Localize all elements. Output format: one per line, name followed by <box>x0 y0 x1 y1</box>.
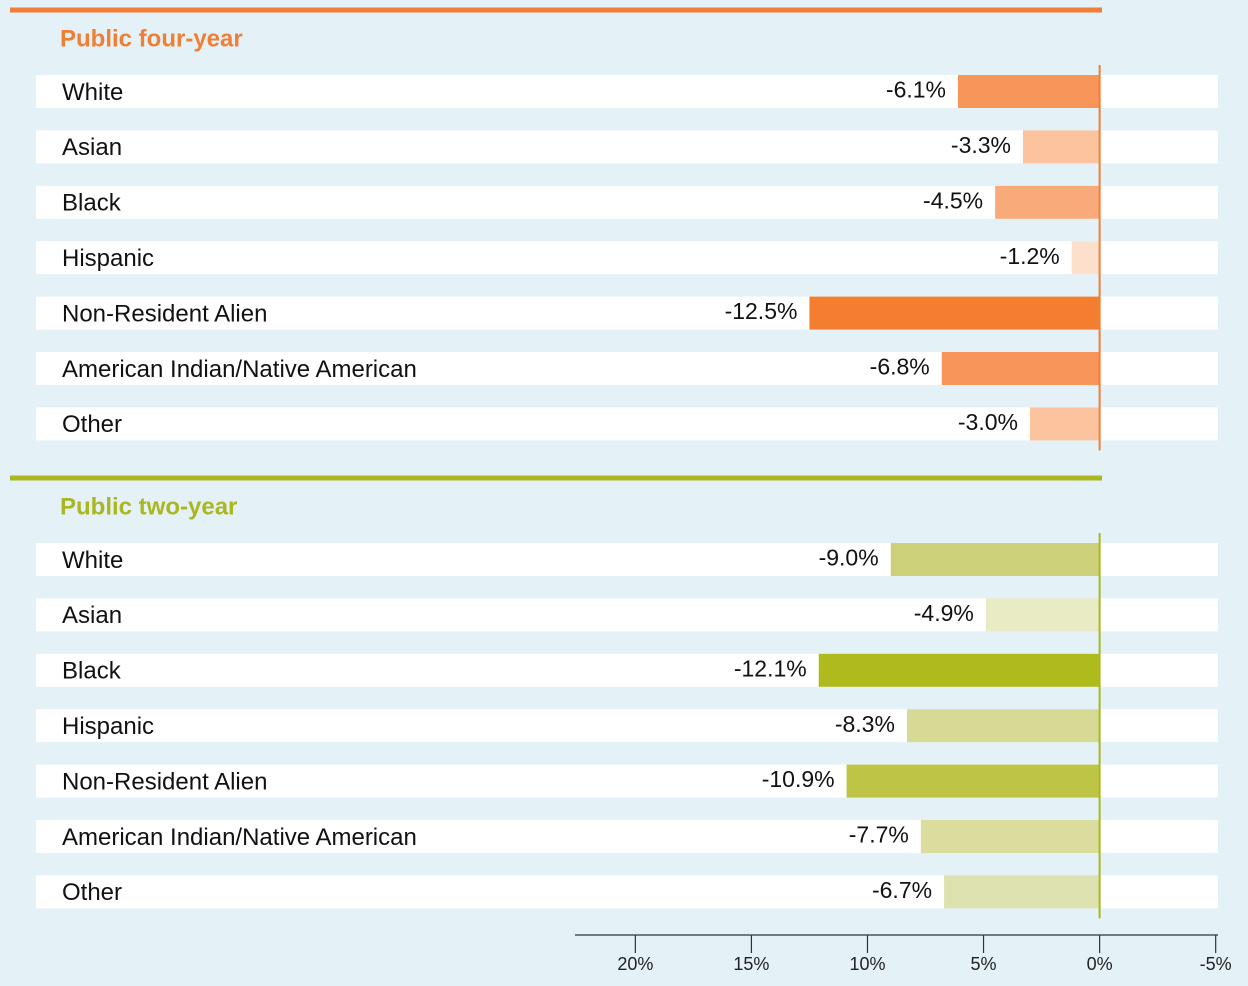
panel-rule <box>10 475 1102 481</box>
row-band <box>36 407 1218 441</box>
bar <box>1023 130 1100 164</box>
panel-title: Public two-year <box>60 493 237 520</box>
value-label: -3.0% <box>958 409 1018 435</box>
bar <box>944 875 1100 909</box>
category-label: Hispanic <box>62 713 154 740</box>
category-label: White <box>62 79 123 106</box>
category-label: Hispanic <box>62 245 154 272</box>
value-label: -4.5% <box>923 187 983 213</box>
x-tick-label: 15% <box>733 954 769 974</box>
category-label: Other <box>62 411 122 438</box>
panel-rule <box>10 7 1102 13</box>
x-tick-label: -5% <box>1200 954 1232 974</box>
bar <box>941 352 1100 385</box>
row-band <box>36 130 1218 164</box>
category-label: Non-Resident Alien <box>62 300 267 327</box>
value-label: -6.1% <box>886 77 946 103</box>
x-tick-label: 5% <box>971 954 997 974</box>
value-label: -12.1% <box>734 655 807 681</box>
category-label: White <box>62 547 123 574</box>
category-label: American Indian/Native American <box>62 824 417 851</box>
value-label: -3.3% <box>951 132 1011 158</box>
category-label: Asian <box>62 134 122 161</box>
category-label: Black <box>62 658 122 685</box>
bar <box>818 653 1100 687</box>
bar <box>890 543 1100 576</box>
value-label: -10.9% <box>762 766 835 792</box>
bar <box>1071 241 1100 275</box>
bar <box>846 764 1100 798</box>
bar <box>906 709 1100 743</box>
row-band <box>36 241 1218 275</box>
value-label: -7.7% <box>849 822 909 848</box>
value-label: -9.0% <box>819 545 879 571</box>
value-label: -12.5% <box>725 298 798 324</box>
value-label: -4.9% <box>914 600 974 626</box>
category-label: Other <box>62 879 122 906</box>
category-label: American Indian/Native American <box>62 356 417 383</box>
value-label: -8.3% <box>835 711 895 737</box>
value-label: -1.2% <box>1000 243 1060 269</box>
x-tick-label: 10% <box>849 954 885 974</box>
value-label: -6.7% <box>872 877 932 903</box>
bar <box>995 185 1100 219</box>
x-tick-label: 20% <box>617 954 653 974</box>
category-label: Asian <box>62 602 122 629</box>
bar <box>920 820 1100 853</box>
value-label: -6.8% <box>870 354 930 380</box>
x-tick-label: 0% <box>1087 954 1113 974</box>
bar <box>958 75 1100 108</box>
category-label: Non-Resident Alien <box>62 768 267 795</box>
bar <box>1029 407 1100 441</box>
bar <box>985 598 1100 632</box>
panel-title: Public four-year <box>60 25 243 52</box>
category-label: Black <box>62 190 122 217</box>
bar <box>809 296 1100 330</box>
